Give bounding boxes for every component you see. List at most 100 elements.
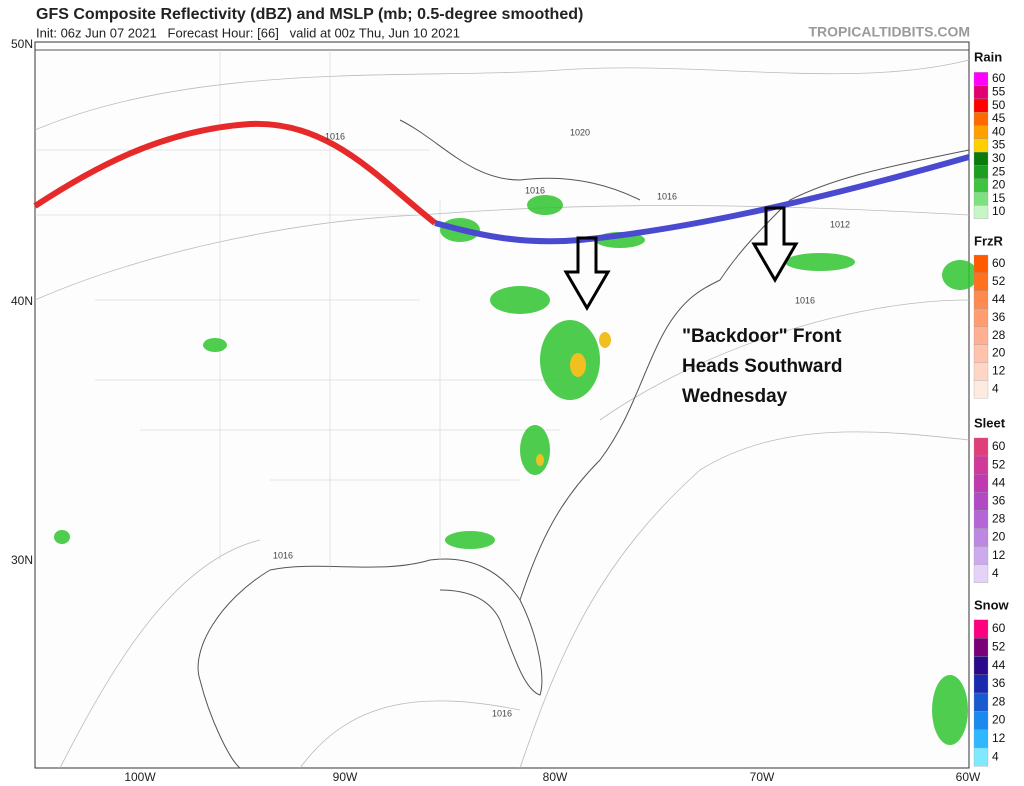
legend-swatch [973, 290, 989, 309]
lon-label: 60W [956, 770, 981, 784]
legend-swatch [973, 380, 989, 399]
legend-label: 60 [992, 621, 1006, 635]
annotation: Wednesday [682, 386, 788, 407]
legend-label: 36 [992, 310, 1006, 324]
legend-label: 40 [992, 124, 1006, 138]
legend-label: 50 [992, 98, 1006, 112]
legend-swatch [973, 437, 989, 457]
map-frame [34, 41, 970, 769]
legend-title: Sleet [974, 415, 1006, 430]
lat-label: 40N [11, 294, 33, 308]
legend-swatch [973, 546, 989, 565]
legend-swatch [973, 455, 989, 475]
watermark: TROPICALTIDBITS.COM [808, 24, 970, 40]
lon-label: 80W [543, 770, 568, 784]
coastlines [35, 49, 970, 769]
legend-label: 28 [992, 694, 1006, 708]
lat-label: 30N [11, 553, 33, 567]
legend-label: 4 [992, 566, 999, 580]
legend-swatch [973, 344, 989, 363]
arrow [751, 206, 799, 283]
legend-label: 28 [992, 328, 1006, 342]
legend-label: 60 [992, 439, 1006, 453]
legend-swatch [973, 308, 989, 327]
legend-label: 20 [992, 346, 1006, 360]
legend-swatch [973, 165, 989, 179]
legend-swatch [973, 638, 989, 657]
legend-title: Rain [974, 49, 1002, 64]
arrow [563, 236, 611, 311]
isobar-label: 1020 [570, 127, 590, 137]
legend-swatch [973, 72, 989, 86]
legend-swatch [973, 747, 989, 767]
lon-label: 70W [750, 770, 775, 784]
legend-swatch [973, 729, 989, 749]
legend-swatch [973, 510, 989, 529]
legend-label: 10 [992, 204, 1006, 218]
legend-swatch [973, 362, 989, 381]
legend-label: 12 [992, 548, 1006, 562]
isobars [34, 59, 970, 769]
lat-label: 50N [11, 37, 33, 51]
warm-front-line [33, 120, 437, 226]
legend-swatch [973, 112, 989, 126]
isobar-label: 1016 [492, 708, 512, 718]
legend-swatch [973, 272, 989, 292]
isobar-label: 1012 [830, 219, 850, 229]
legend-title: FrzR [974, 233, 1004, 248]
legend-label: 52 [992, 639, 1006, 653]
annotation: Heads Southward [682, 356, 842, 377]
legend-label: 20 [992, 713, 1006, 727]
legend-label: 44 [992, 292, 1006, 306]
legend-label: 4 [992, 749, 999, 763]
legend-label: 12 [992, 364, 1006, 378]
legend-label: 35 [992, 138, 1006, 152]
isobar-label: 1016 [795, 295, 815, 305]
legend-label: 44 [992, 658, 1006, 672]
isobar-label: 1016 [273, 550, 293, 560]
legend-label: 20 [992, 530, 1006, 544]
legend-swatch [973, 473, 989, 493]
legend-label: 12 [992, 731, 1006, 745]
legend-label: 30 [992, 151, 1006, 165]
legend-label: 15 [992, 191, 1006, 205]
legend-label: 36 [992, 676, 1006, 690]
legend-swatch [973, 564, 989, 583]
legend-swatch [973, 619, 989, 639]
title: GFS Composite Reflectivity (dBZ) and MSL… [36, 6, 583, 23]
legend-label: 60 [992, 71, 1006, 85]
state-lines [35, 50, 560, 570]
legend-swatch [973, 326, 989, 345]
legend-label: 20 [992, 178, 1006, 192]
legend-label: 60 [992, 256, 1006, 270]
legend-swatch [973, 85, 989, 100]
legend-swatch [973, 205, 989, 219]
legend-label: 28 [992, 512, 1006, 526]
isobar-label: 1016 [657, 191, 677, 201]
legend-swatch [973, 191, 989, 206]
lon-label: 100W [124, 770, 156, 784]
legend-swatch [973, 98, 989, 113]
legend-label: 4 [992, 381, 999, 395]
legend-label: 44 [992, 475, 1006, 489]
legend-swatch [973, 138, 989, 153]
backdoor-front-line [434, 154, 970, 245]
legend-swatch [973, 151, 989, 166]
lon-label: 90W [333, 770, 358, 784]
legend-swatch [973, 692, 989, 712]
legend-label: 45 [992, 111, 1006, 125]
legend-swatch [973, 492, 989, 511]
legend-label: 55 [992, 84, 1006, 98]
legend-swatch [973, 528, 989, 547]
heavy-precip [536, 332, 611, 466]
legend-swatch [973, 254, 989, 274]
legend-label: 52 [992, 274, 1006, 288]
legend-swatch [973, 178, 989, 193]
legend-swatch [973, 125, 989, 140]
subtitle: Init: 06z Jun 07 2021 Forecast Hour: [66… [36, 25, 460, 40]
legend-swatch [973, 711, 989, 730]
annotation: "Backdoor" Front [682, 326, 842, 347]
legend-swatch [973, 656, 989, 675]
isobar-label: 1016 [325, 131, 345, 141]
